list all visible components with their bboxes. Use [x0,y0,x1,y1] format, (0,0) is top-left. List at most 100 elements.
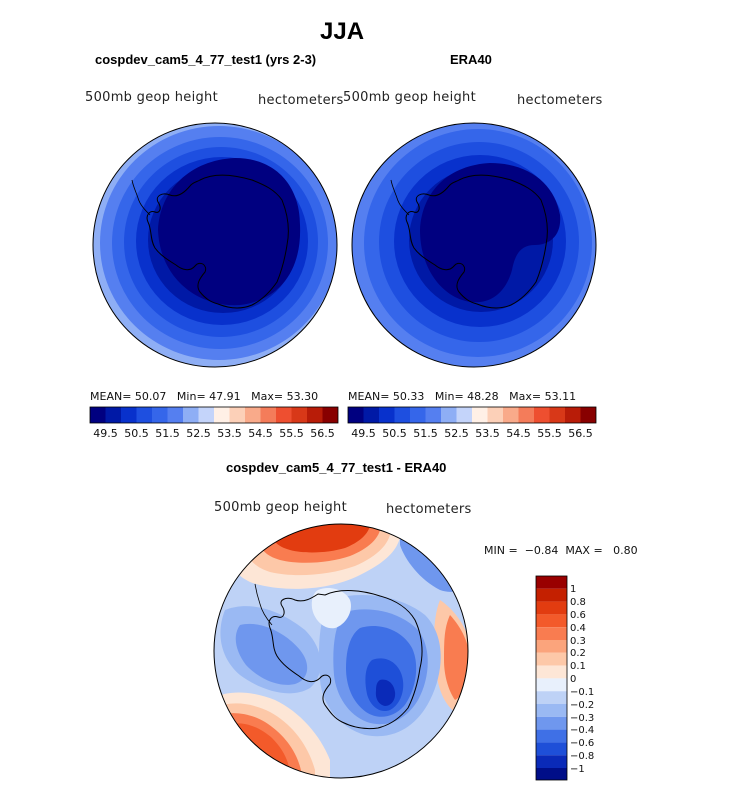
colorbar2-swatch [472,407,488,423]
panel3-title: cospdev_cam5_4_77_test1 - ERA40 [226,460,447,475]
colorbar2-swatch [503,407,519,423]
panel2-antarctica-outline [405,174,548,309]
colorbar3-swatch [536,640,567,653]
panel3-antarctica-outline [268,590,423,730]
colorbar2-tick: 54.5 [506,427,531,440]
colorbar2-swatch [565,407,581,423]
panel1-antarctica-outline [146,174,289,309]
colorbar3-tick: −0.8 [570,751,594,762]
colorbar3-tick: −0.1 [570,687,594,698]
colorbar3-swatch [536,704,567,717]
colorbar1-swatch [291,407,307,423]
colorbar2-swatch [348,407,364,423]
colorbar3-tick: −0.4 [570,725,594,736]
colorbar3-swatch [536,691,567,704]
panel2-mean-label: MEAN= [348,390,390,403]
panel3-max-label: MAX = [565,544,603,557]
panel1-field-label: 500mb geop height [85,90,218,105]
panel1-stats: MEAN= 50.07 Min= 47.91 Max= 53.30 [90,390,318,403]
panel3-units-label: hectometers [386,502,472,517]
colorbar2-swatch [456,407,472,423]
panel2-title: ERA40 [450,52,492,67]
colorbar3-tick: 0.1 [570,661,586,672]
panel2-units-label: hectometers [517,93,603,108]
panel1-title: cospdev_cam5_4_77_test1 (yrs 2-3) [95,52,317,67]
colorbar1-swatch [276,407,292,423]
colorbar1-tick: 56.5 [310,427,335,440]
colorbar1-swatch [260,407,276,423]
panel3-field-label: 500mb geop height [214,500,347,515]
colorbar1-tick: 54.5 [248,427,273,440]
panel2-max-value: 53.11 [544,390,577,403]
panel3-globe-border [213,523,469,779]
colorbar3-tick: −0.2 [570,700,594,711]
colorbar3-swatch [536,755,567,768]
figure-title: JJA [320,18,365,45]
colorbar1-swatch [167,407,183,423]
colorbar1-swatch [121,407,137,423]
colorbar3-swatch [536,768,567,780]
colorbar3-tick: −1 [570,764,585,775]
panel1-units-label: hectometers [258,93,344,108]
colorbar1-tick: 52.5 [186,427,211,440]
colorbar2-tick: 53.5 [475,427,500,440]
colorbar2-swatch [394,407,410,423]
panel1-mean-value: 50.07 [134,390,167,403]
colorbar1-swatch [183,407,199,423]
colorbar1-swatch [214,407,230,423]
colorbar2-swatch [580,407,596,423]
colorbar3-swatch [536,665,567,679]
colorbar1-swatch [322,407,338,423]
panel2-mean-value: 50.33 [392,390,425,403]
panel3-peninsula-outline [254,583,273,626]
colorbar1-swatch [245,407,261,423]
colorbar3-swatch [536,601,567,615]
colorbar1-tick: 50.5 [124,427,149,440]
colorbar2-swatch [441,407,457,423]
colorbar3-tick: 0.3 [570,636,586,647]
panel3-colorbar [535,575,568,781]
colorbar2-tick: 52.5 [444,427,469,440]
panel2-stats: MEAN= 50.33 Min= 48.28 Max= 53.11 [348,390,576,403]
colorbar2-tick: 55.5 [537,427,562,440]
panel2-colorbar-ticks: 49.5 50.5 51.5 52.5 53.5 54.5 55.5 56.5 [351,427,593,440]
panel1-colorbar-ticks: 49.5 50.5 51.5 52.5 53.5 54.5 55.5 56.5 [93,427,335,440]
colorbar3-tick: 0 [570,674,576,685]
colorbar1-swatch [198,407,214,423]
panel2-peninsula-outline [390,179,410,216]
colorbar3-swatch [536,576,567,589]
panel2-colorbar [347,406,597,424]
colorbar2-tick: 49.5 [351,427,376,440]
panel3-max-value: 0.80 [613,544,638,557]
colorbar2-swatch [518,407,534,423]
panel2-min-label: Min= [434,390,464,403]
colorbar3-swatch [536,678,567,692]
colorbar1-tick: 51.5 [155,427,180,440]
colorbar3-swatch [536,627,567,640]
colorbar2-swatch [534,407,550,423]
colorbar2-swatch [425,407,441,423]
colorbar2-swatch [549,407,565,423]
colorbar1-tick: 55.5 [279,427,304,440]
colorbar2-swatch [363,407,379,423]
colorbar3-tick: 0.2 [570,648,586,659]
panel2-map [352,123,596,367]
panel1-min-label: Min= [176,390,206,403]
panel1-max-label: Max= [251,390,284,403]
colorbar2-swatch [410,407,426,423]
colorbar1-swatch [105,407,121,423]
colorbar1-swatch [152,407,168,423]
panel2-field-label: 500mb geop height [343,90,476,105]
colorbar1-tick: 49.5 [93,427,118,440]
colorbar2-tick: 50.5 [382,427,407,440]
colorbar1-swatch [90,407,106,423]
colorbar3-swatch [536,742,567,756]
panel1-peninsula-outline [131,179,151,216]
colorbar3-swatch [536,614,567,628]
panel1-globe-border [92,122,338,368]
colorbar3-tick: 0.4 [570,623,586,634]
panel3-colorbar-ticks: 1 0.8 0.6 0.4 0.3 0.2 0.1 0 −0.1 −0.2 −0… [570,584,594,775]
panel3-min-label: MIN = [484,544,518,557]
colorbar2-tick: 51.5 [413,427,438,440]
